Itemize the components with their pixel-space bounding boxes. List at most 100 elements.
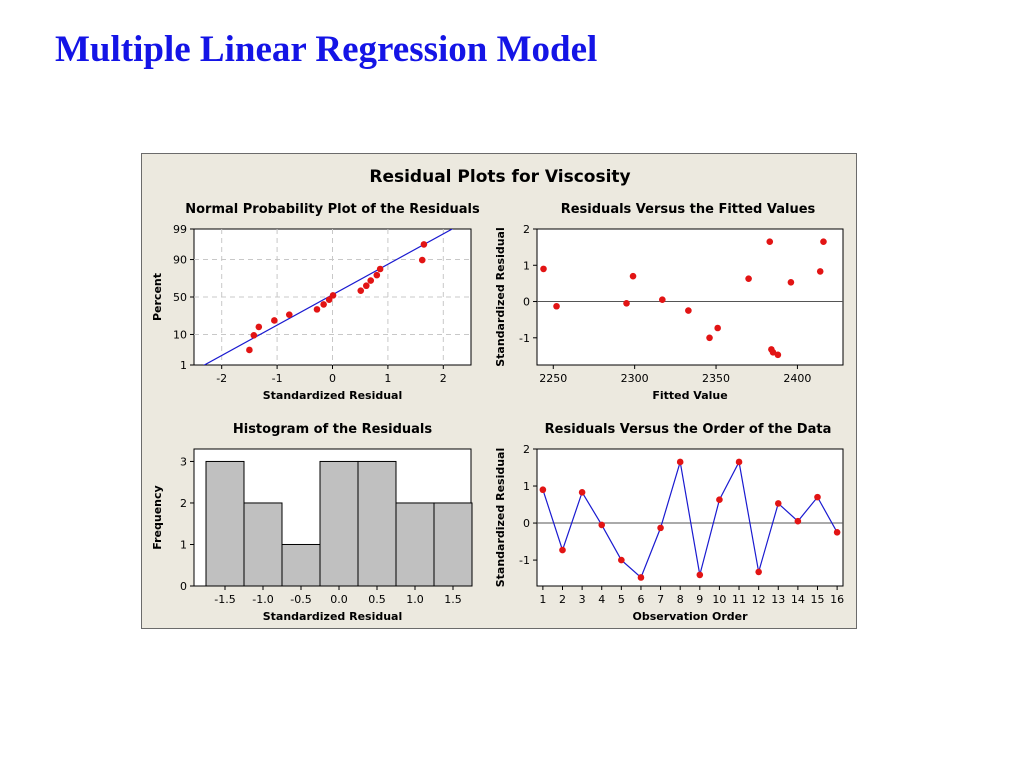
order-point bbox=[559, 546, 566, 554]
order-series-line bbox=[542, 460, 838, 579]
order-point bbox=[578, 489, 586, 496]
order-ytick-label: 2 bbox=[523, 443, 530, 456]
order-xtick-label: 7 bbox=[657, 593, 664, 606]
fitted-point bbox=[685, 307, 692, 314]
order-xtick-label: 10 bbox=[712, 593, 726, 606]
fitted-ytick-label: 1 bbox=[523, 259, 530, 272]
histogram-xtick-label: 1.0 bbox=[406, 593, 424, 606]
npp-point bbox=[255, 323, 263, 331]
fitted-ytick-label: -1 bbox=[519, 332, 530, 345]
fitted-point bbox=[820, 238, 827, 245]
order-point bbox=[618, 556, 625, 564]
npp-point bbox=[367, 277, 375, 284]
npp-ytick-label: 90 bbox=[173, 254, 187, 267]
order-xlabel: Observation Order bbox=[632, 610, 748, 623]
npp-ytick-label: 1 bbox=[180, 359, 187, 372]
fitted-point bbox=[816, 268, 824, 275]
npp-point bbox=[313, 306, 321, 313]
order-xtick-label: 1 bbox=[539, 593, 546, 606]
npp-point bbox=[320, 301, 327, 308]
npp-xtick-label: 0 bbox=[329, 372, 336, 385]
npp-point bbox=[271, 317, 278, 324]
histogram-ytick-label: 1 bbox=[180, 538, 187, 551]
fitted-point bbox=[623, 300, 630, 307]
order-point bbox=[657, 524, 664, 532]
order-xtick-label: 2 bbox=[559, 593, 566, 606]
fitted-point bbox=[774, 351, 782, 359]
npp-point bbox=[285, 311, 293, 318]
fitted-point bbox=[629, 272, 637, 280]
histogram-xtick-label: -1.5 bbox=[214, 593, 235, 606]
order-xtick-label: 13 bbox=[771, 593, 785, 606]
npp-xtick-label: 2 bbox=[440, 372, 447, 385]
order-point bbox=[598, 521, 606, 529]
order-xtick-label: 15 bbox=[811, 593, 825, 606]
order-point bbox=[539, 486, 547, 494]
fitted-point bbox=[766, 238, 774, 245]
npp-point bbox=[325, 296, 333, 304]
fitted-ylabel: Standardized Residual bbox=[494, 227, 507, 367]
fitted-ytick-label: 2 bbox=[523, 223, 530, 236]
histogram-ytick-label: 3 bbox=[180, 455, 187, 468]
order-ytick-label: -1 bbox=[519, 554, 530, 567]
fitted-point bbox=[706, 334, 713, 342]
order-ytick-label: 0 bbox=[523, 517, 530, 530]
order-point bbox=[794, 517, 802, 525]
order-point bbox=[735, 458, 743, 466]
order-point bbox=[676, 458, 684, 466]
npp-ytick-label: 50 bbox=[173, 291, 187, 304]
fitted-point bbox=[540, 265, 547, 273]
npp-ytick-label: 10 bbox=[173, 328, 187, 341]
order-xtick-label: 9 bbox=[696, 593, 703, 606]
fitted-point bbox=[553, 302, 560, 310]
histogram-xlabel: Standardized Residual bbox=[263, 610, 403, 623]
order-xtick-label: 3 bbox=[579, 593, 586, 606]
histogram-xtick-label: 1.5 bbox=[444, 593, 462, 606]
figure-title: Residual Plots for Viscosity bbox=[369, 167, 630, 187]
order-point bbox=[814, 493, 821, 501]
fitted-title: Residuals Versus the Fitted Values bbox=[561, 202, 816, 217]
order-point bbox=[637, 574, 645, 581]
fitted-point bbox=[714, 324, 721, 332]
order-xtick-label: 16 bbox=[830, 593, 844, 606]
order-xtick-label: 14 bbox=[791, 593, 805, 606]
histogram-ytick-label: 0 bbox=[180, 580, 187, 593]
npp-point bbox=[362, 282, 370, 290]
npp-ytick-label: 99 bbox=[173, 223, 187, 236]
fitted-xtick-label: 2300 bbox=[621, 372, 649, 385]
order-ytick-label: 1 bbox=[523, 480, 530, 493]
fitted-xtick-label: 2350 bbox=[702, 372, 730, 385]
histogram-bar bbox=[357, 460, 397, 587]
order-ylabel: Standardized Residual bbox=[494, 448, 507, 588]
fitted-point bbox=[787, 279, 795, 286]
npp-point bbox=[373, 271, 381, 279]
order-xtick-label: 6 bbox=[637, 593, 644, 606]
order-point bbox=[833, 529, 841, 536]
slide-title: Multiple Linear Regression Model bbox=[55, 29, 598, 70]
fitted-ytick-label: 0 bbox=[523, 296, 530, 309]
npp-point bbox=[376, 265, 384, 273]
histogram-bar bbox=[281, 543, 321, 587]
histogram-xtick-label: 0.0 bbox=[330, 593, 348, 606]
histogram-bar bbox=[395, 502, 435, 587]
order-point bbox=[716, 496, 723, 504]
histogram-xtick-label: -0.5 bbox=[290, 593, 311, 606]
fitted-plot-area bbox=[536, 228, 844, 366]
order-xtick-label: 5 bbox=[618, 593, 625, 606]
npp-xtick-label: -2 bbox=[216, 372, 227, 385]
order-point bbox=[774, 500, 782, 507]
npp-xlabel: Standardized Residual bbox=[263, 389, 403, 402]
npp-point bbox=[250, 332, 258, 339]
order-xtick-label: 11 bbox=[732, 593, 746, 606]
order-point bbox=[755, 568, 762, 576]
residual-plots-figure: Residual Plots for Viscosity Normal Proba… bbox=[141, 153, 857, 629]
histogram-bar bbox=[243, 502, 283, 587]
histogram-title: Histogram of the Residuals bbox=[233, 422, 433, 437]
npp-xtick-label: 1 bbox=[384, 372, 391, 385]
order-xtick-label: 4 bbox=[598, 593, 605, 606]
npp-point bbox=[329, 292, 337, 299]
order-xtick-label: 12 bbox=[752, 593, 766, 606]
histogram-bar bbox=[433, 502, 473, 587]
npp-point bbox=[418, 256, 426, 264]
residual-plots-svg: Residual Plots for Viscosity Normal Proba… bbox=[151, 167, 844, 623]
